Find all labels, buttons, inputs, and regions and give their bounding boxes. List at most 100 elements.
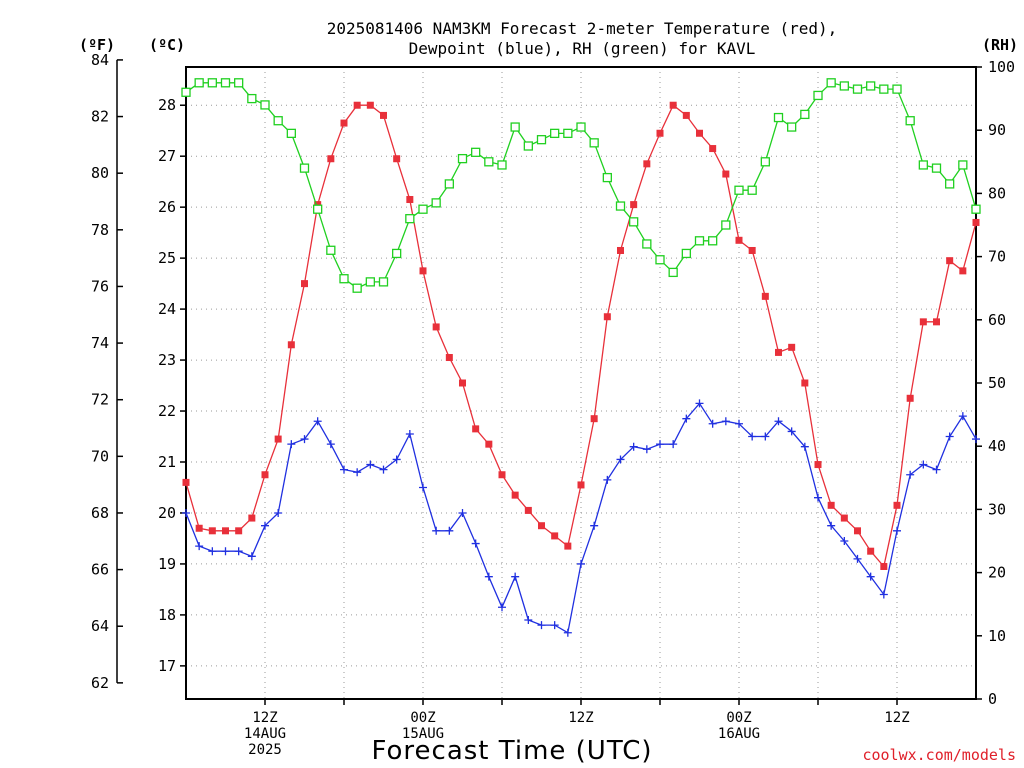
2-meter-temperature-point [577, 481, 585, 489]
2-meter-temperature-point [735, 236, 743, 244]
series-layer [181, 78, 981, 637]
2-meter-temperature-point [906, 394, 914, 402]
dewpoint-point [221, 547, 230, 556]
2-meter-temperature-point [840, 514, 848, 522]
dewpoint-point [537, 621, 546, 630]
celsius-tick-label: 26 [158, 198, 176, 216]
axes: 62 64 66 68 70 72 74 76 78 80 82 84 17 18 19 20 21 22 23 24… [91, 51, 1015, 758]
2-meter-temperature-point [775, 348, 782, 356]
dewpoint-point [840, 537, 849, 545]
2-meter-temperature-point [380, 111, 387, 119]
dewpoint-point [287, 440, 296, 449]
2-meter-temperature-point [814, 461, 822, 469]
2-meter-temperature-point [669, 101, 677, 109]
dewpoint-point [958, 412, 967, 421]
x-tick-label: 2025 [248, 742, 282, 758]
2-meter-temperature-point [340, 119, 348, 127]
credit-text: coolwx.com/models [862, 746, 1016, 764]
dewpoint-point [761, 432, 770, 441]
dewpoint-point [853, 554, 862, 563]
x-tick-label: 14AUG [244, 726, 286, 742]
2-meter-temperature-point [788, 343, 796, 351]
rh-unit-label: (RH) [982, 36, 1018, 54]
rh-point [497, 160, 507, 170]
dewpoint-point [787, 427, 796, 436]
x-tick-label: 16AUG [718, 726, 760, 742]
rh-tick-label: 20 [988, 564, 1006, 582]
rh-tick-label: 10 [988, 627, 1006, 645]
rh-point [839, 81, 849, 91]
dewpoint-point [629, 442, 638, 451]
dewpoint-point [445, 526, 454, 535]
rh-point [813, 90, 823, 101]
rh-point [352, 283, 362, 293]
2-meter-temperature-point [538, 522, 545, 530]
rh-point [787, 122, 797, 132]
x-axis-label: Forecast Time (UTC) [371, 736, 652, 766]
grid-lines [186, 67, 976, 699]
dewpoint-point [484, 572, 493, 581]
dewpoint-point [866, 572, 875, 581]
fahrenheit-tick-label: 72 [91, 391, 109, 409]
2-meter-temperature-point [511, 491, 519, 499]
rh-point [879, 84, 889, 94]
rh-point [576, 122, 586, 132]
2-meter-temperature-point [959, 267, 967, 275]
2-meter-temperature-point [801, 379, 809, 387]
rh-point [431, 198, 441, 208]
rh-point [378, 277, 389, 287]
rh-point [708, 236, 718, 246]
fahrenheit-unit-label: (ºF) [79, 36, 115, 54]
dewpoint-point [642, 445, 651, 454]
dewpoint-point [261, 521, 269, 530]
fahrenheit-tick-label: 66 [91, 561, 109, 579]
chart-title-line-1: 2025081406 NAM3KM Forecast 2-meter Tempe… [327, 19, 838, 38]
dewpoint-point [326, 440, 335, 449]
rh-point [852, 84, 863, 94]
rh-point [905, 116, 915, 126]
celsius-tick-label: 27 [158, 147, 176, 165]
dewpoint-point [234, 547, 243, 556]
dewpoint-point [195, 542, 204, 551]
dewpoint-point [814, 493, 822, 502]
rh-point [247, 93, 257, 104]
rh-tick-label: 70 [988, 248, 1006, 266]
2-meter-temperature-point [261, 471, 269, 479]
2-meter-temperature-point [656, 129, 664, 137]
rh-tick-label: 40 [988, 437, 1006, 455]
dewpoint-point [827, 521, 836, 530]
dewpoint-point [893, 526, 901, 535]
dewpoint-point [182, 508, 190, 517]
rh-tick-label: 30 [988, 500, 1006, 518]
dewpoint-point [616, 455, 625, 464]
celsius-tick-label: 18 [158, 606, 176, 624]
dewpoint-point [919, 460, 928, 469]
fahrenheit-tick-label: 62 [91, 674, 109, 692]
celsius-tick-label: 20 [158, 504, 176, 522]
dewpoint-point [721, 417, 730, 426]
rh-tick-label: 0 [988, 690, 997, 708]
rh-tick-label: 50 [988, 374, 1006, 392]
rh-point [339, 274, 349, 284]
2-meter-temperature-point [682, 111, 690, 119]
dewpoint-point [458, 508, 467, 517]
2-meter-temperature-point [301, 280, 308, 288]
dewpoint-point [498, 603, 506, 612]
2-meter-temperature-point [696, 129, 703, 137]
dewpoint-point [695, 399, 704, 408]
rh-point [326, 245, 336, 255]
rh-point [457, 153, 468, 164]
rh-point [510, 122, 520, 132]
dewpoint-point [208, 547, 217, 556]
rh-point [234, 78, 244, 88]
celsius-tick-label: 25 [158, 249, 176, 267]
celsius-unit-label: (ºC) [149, 36, 185, 54]
rh-point [523, 141, 533, 151]
fahrenheit-tick-label: 74 [91, 334, 109, 352]
2-meter-temperature-point [235, 527, 243, 535]
fahrenheit-tick-label: 68 [91, 504, 109, 522]
rh-point [971, 204, 981, 214]
rh-point [550, 128, 560, 139]
rh-point [773, 112, 784, 123]
2-meter-temperature-point [722, 170, 730, 178]
